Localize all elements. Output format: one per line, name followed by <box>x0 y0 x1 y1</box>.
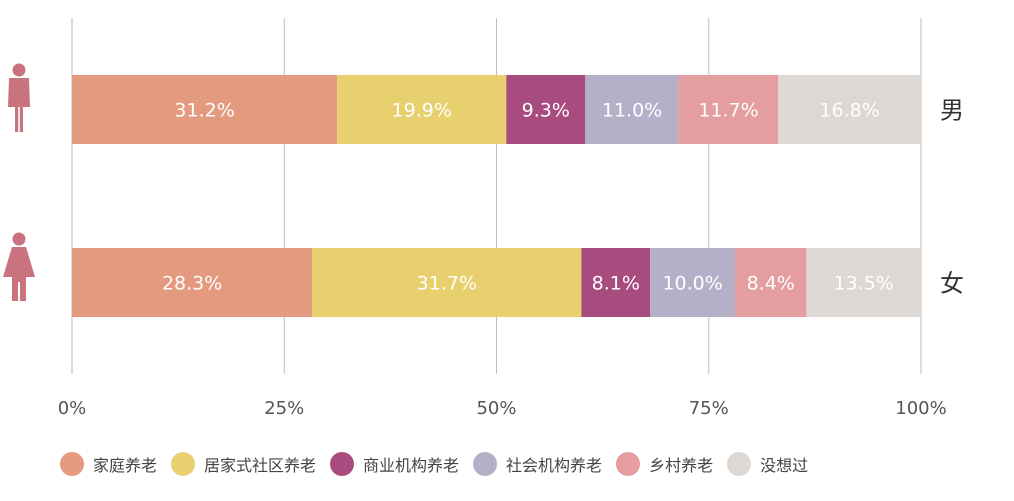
x-tick-label: 25% <box>264 398 304 419</box>
category-labels: 男女 <box>940 97 964 298</box>
data-label: 28.3% <box>162 273 222 295</box>
legend-item: 没想过 <box>727 452 808 476</box>
grid-lines <box>71 18 922 374</box>
bar-segment <box>678 75 779 144</box>
legend-swatch <box>616 452 641 476</box>
legend-item: 居家式社区养老 <box>171 452 316 476</box>
male-person-icon <box>8 63 30 132</box>
female-person-icon <box>3 232 35 301</box>
legend-swatch <box>473 452 498 476</box>
legend-label: 家庭养老 <box>93 456 158 475</box>
legend-swatch <box>171 452 196 476</box>
bar-segment <box>650 248 736 317</box>
bar-segment <box>72 75 338 144</box>
x-axis-ticks: 0% 25% 50% 75% 100% <box>58 398 947 419</box>
legend-item: 商业机构养老 <box>330 452 459 476</box>
category-icons <box>3 63 35 301</box>
bar-segment <box>312 248 582 317</box>
bar-segment <box>778 75 921 144</box>
bar-segment <box>72 248 313 317</box>
legend: 家庭养老 居家式社区养老 商业机构养老 社会机构养老 乡村养老 没想过 <box>60 449 822 479</box>
data-label: 11.0% <box>602 100 662 122</box>
legend-item: 乡村养老 <box>616 452 713 476</box>
data-label: 9.3% <box>522 100 570 122</box>
legend-swatch <box>60 452 84 476</box>
legend-label: 乡村养老 <box>649 456 714 475</box>
x-tick-label: 0% <box>58 398 87 419</box>
data-label: 11.7% <box>698 100 758 122</box>
data-label: 16.8% <box>819 100 879 122</box>
bar-segment <box>337 75 507 144</box>
x-tick-label: 50% <box>476 398 516 419</box>
legend-item: 家庭养老 <box>60 452 157 476</box>
legend-label: 没想过 <box>760 456 809 475</box>
legend-label: 商业机构养老 <box>363 456 460 475</box>
data-label: 19.9% <box>392 100 452 122</box>
data-label: 8.4% <box>747 273 795 295</box>
bar-segment <box>806 248 921 317</box>
x-tick-label: 75% <box>689 398 729 419</box>
legend-swatch <box>330 452 355 476</box>
x-tick-label: 100% <box>895 398 946 419</box>
bar-segment <box>585 75 679 144</box>
legend-label: 社会机构养老 <box>506 456 603 475</box>
category-label: 男 <box>940 97 964 125</box>
bar-segment <box>506 75 586 144</box>
data-label: 31.7% <box>417 273 477 295</box>
data-label: 31.2% <box>174 100 234 122</box>
category-label: 女 <box>940 270 964 298</box>
legend-label: 居家式社区养老 <box>204 456 317 475</box>
data-label: 10.0% <box>662 273 722 295</box>
data-label: 13.5% <box>834 273 894 295</box>
legend-item: 社会机构养老 <box>473 452 602 476</box>
data-label: 8.1% <box>592 273 640 295</box>
bars: 31.2% 19.9% 9.3% 11.0% 11.7% 16.8% 28.3% 31.7% 8… <box>72 75 921 317</box>
legend-swatch <box>727 452 752 476</box>
bar-segment <box>735 248 807 317</box>
bar-segment <box>581 248 651 317</box>
